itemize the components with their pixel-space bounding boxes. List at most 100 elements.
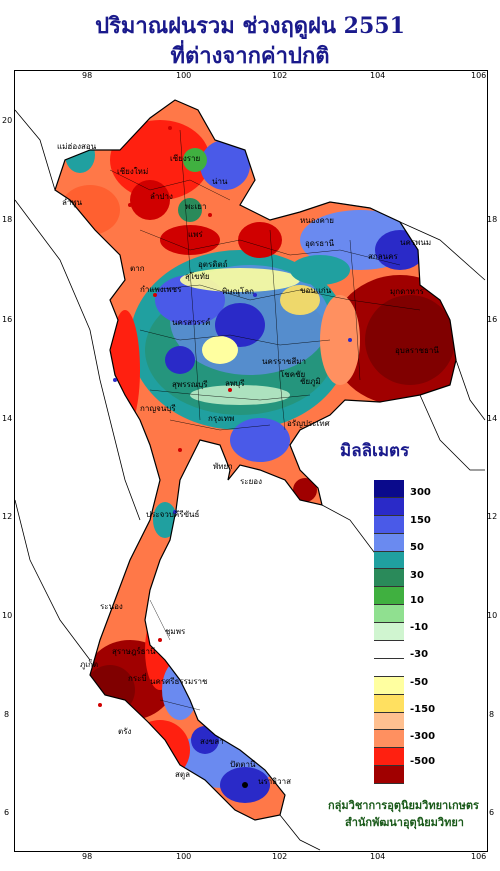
axis-left-20: 20 xyxy=(2,116,13,125)
place-label: แพร่ xyxy=(188,230,203,239)
place-label: ตาก xyxy=(130,264,145,273)
place-label: กาญจนบุรี xyxy=(140,404,176,413)
legend-label: 300 xyxy=(410,487,431,498)
axis-bottom-104: 104 xyxy=(370,852,386,861)
legend-label: 50 xyxy=(410,542,424,553)
axis-bottom-106: 106 xyxy=(471,852,487,861)
axis-left-8: 8 xyxy=(4,710,10,719)
legend-label: 150 xyxy=(410,515,431,526)
place-label: กระบี่ xyxy=(128,674,147,683)
legend-swatch xyxy=(374,587,404,606)
place-label: สุราษฎร์ธานี xyxy=(112,647,156,656)
place-label: ระยอง xyxy=(240,477,262,486)
axis-left-16: 16 xyxy=(2,315,13,324)
place-label: ลำพูน xyxy=(62,198,83,207)
legend-swatch xyxy=(374,569,404,588)
axis-left-12: 12 xyxy=(2,512,13,521)
place-label: เชียงใหม่ xyxy=(117,167,149,176)
legend-colorbar xyxy=(374,480,404,785)
place-label: เชียงราย xyxy=(170,154,201,163)
axis-top-98: 98 xyxy=(82,71,93,80)
axis-right-8: 8 xyxy=(489,710,495,719)
legend-label: -50 xyxy=(410,677,429,688)
place-label: นครสวรรค์ xyxy=(172,318,211,327)
axis-left-6: 6 xyxy=(4,808,10,817)
place-label: ชัยภูมิ xyxy=(300,377,321,386)
place-label: อุตรดิตถ์ xyxy=(198,260,228,269)
place-label: พะเยา xyxy=(185,202,207,211)
credit-line2: สำนักพัฒนาอุตุนิยมวิทยา xyxy=(345,816,464,829)
place-label: นครพนม xyxy=(400,238,432,247)
axis-bottom-102: 102 xyxy=(272,852,288,861)
place-label: สงขลา xyxy=(200,737,224,746)
place-label: นครศรีธรรมราช xyxy=(150,677,208,686)
axis-right-12: 12 xyxy=(487,512,498,521)
legend-swatch xyxy=(374,766,404,785)
place-label: พิษณุโลก xyxy=(222,287,255,296)
legend-swatch xyxy=(374,658,404,677)
place-label: อรัญประเทศ xyxy=(287,419,330,428)
axis-top-102: 102 xyxy=(272,71,288,80)
place-label: สตูล xyxy=(175,770,190,779)
legend-swatch xyxy=(374,605,404,624)
axis-top-100: 100 xyxy=(176,71,192,80)
legend-swatch xyxy=(374,712,404,731)
place-label: โชคชัย xyxy=(280,370,306,379)
legend-label: -30 xyxy=(410,649,429,660)
place-label: อุบลราชธานี xyxy=(395,346,439,355)
legend-label: -150 xyxy=(410,704,436,715)
place-label: สุพรรณบุรี xyxy=(172,380,208,389)
place-label: ลพบุรี xyxy=(225,379,245,388)
place-label: แม่ฮ่องสอน xyxy=(57,142,97,151)
place-label: ภูเก็ต xyxy=(80,660,99,669)
legend-label: -300 xyxy=(410,731,436,742)
place-label: นครราชสีมา xyxy=(262,357,306,366)
legend-label: 10 xyxy=(410,595,424,606)
place-label: กรุงเทพ xyxy=(208,414,235,423)
axis-bottom-100: 100 xyxy=(176,852,192,861)
place-label: ขอนแก่น xyxy=(300,286,332,295)
axis-bottom-98: 98 xyxy=(82,852,93,861)
legend-swatch xyxy=(374,623,404,642)
axis-left-18: 18 xyxy=(2,215,13,224)
place-label: ระนอง xyxy=(100,602,123,611)
legend-swatch xyxy=(374,641,404,659)
axis-left-14: 14 xyxy=(2,414,13,423)
legend-swatch xyxy=(374,551,404,570)
place-label: อุดรธานี xyxy=(305,239,335,248)
legend-swatch xyxy=(374,730,404,749)
map-frame xyxy=(14,70,488,852)
axis-right-10: 10 xyxy=(487,611,498,620)
place-label: พัทยา xyxy=(213,462,233,471)
credit-line1: กลุ่มวิชาการอุตุนิยมวิทยาเกษตร xyxy=(328,799,479,812)
axis-top-106: 106 xyxy=(471,71,487,80)
place-label: ประจวบคีรีขันธ์ xyxy=(146,510,200,519)
place-label: สกลนคร xyxy=(368,252,398,261)
legend-label: -500 xyxy=(410,756,436,767)
place-label: ตรัง xyxy=(118,727,132,736)
legend-swatch xyxy=(374,497,404,516)
axis-right-18: 18 xyxy=(487,215,498,224)
map-title-line2: ที่ต่างจากค่าปกติ xyxy=(170,43,330,69)
place-label: กำแพงเพชร xyxy=(140,285,182,294)
axis-right-16: 16 xyxy=(487,315,498,324)
axis-top-104: 104 xyxy=(370,71,386,80)
legend-swatch xyxy=(374,694,404,713)
legend-title: มิลลิเมตร xyxy=(340,441,410,461)
place-label: หนองคาย xyxy=(300,216,334,225)
legend-swatch xyxy=(374,515,404,534)
legend-label: 30 xyxy=(410,570,424,581)
legend-swatch xyxy=(374,533,404,552)
place-label: ลำปาง xyxy=(150,192,173,201)
legend-swatch xyxy=(374,480,404,498)
map-title-line1: ปริมาณฝนรวม ช่วงฤดูฝน 2551 xyxy=(95,13,405,39)
place-label: สุโขทัย xyxy=(185,272,210,281)
axis-right-6: 6 xyxy=(489,808,495,817)
axis-left-10: 10 xyxy=(2,611,13,620)
legend-label: -10 xyxy=(410,622,429,633)
place-label: น่าน xyxy=(212,177,228,186)
place-label: ปัตตานี xyxy=(230,760,256,769)
legend-swatch xyxy=(374,676,404,695)
place-label: มุกดาหาร xyxy=(390,287,424,296)
place-label: ชุมพร xyxy=(165,627,186,636)
